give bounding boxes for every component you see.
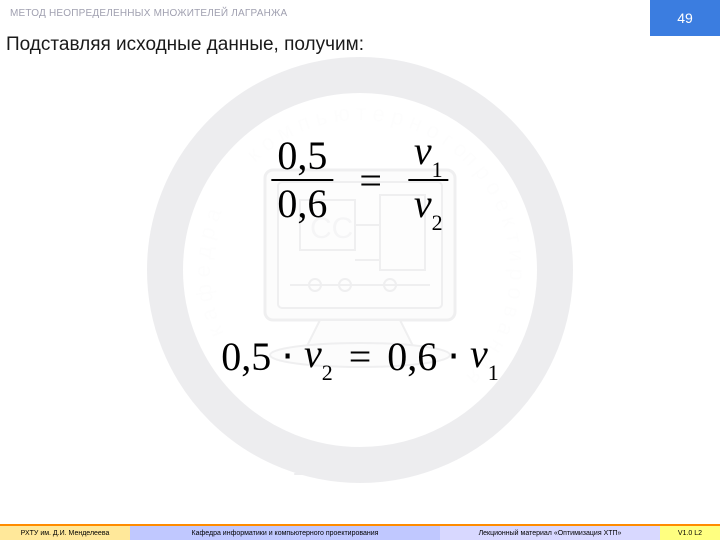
variable: v2: [304, 330, 333, 382]
coef: 0,5: [221, 333, 271, 380]
page-number-badge: 49: [650, 0, 720, 36]
mult-dot: ⋅: [277, 333, 298, 380]
equation-1: 0,5 0,6 = v1 v2: [271, 130, 448, 230]
variable: v1: [470, 330, 499, 382]
footer-segment-version: V1.0 L2: [660, 526, 720, 540]
mult-dot: ⋅: [443, 333, 464, 380]
coef: 0,6: [387, 333, 437, 380]
fraction-right: v1 v2: [408, 130, 449, 230]
svg-text:кафедра: кафедра: [190, 199, 229, 342]
denominator: v2: [408, 179, 449, 230]
equals-sign: =: [343, 157, 398, 204]
equation-2: 0,5 ⋅ v2 = 0,6 ⋅ v1: [221, 330, 499, 382]
watermark-logo: компьютерного проектирования кафедра 1 9…: [135, 45, 585, 495]
subtitle-text: Подставляя исходные данные, получим:: [6, 34, 364, 56]
footer-bar: РХТУ им. Д.И. Менделеева Кафедра информа…: [0, 524, 720, 540]
footer-segment-department: Кафедра информатики и компьютерного прое…: [130, 526, 440, 540]
fraction-left: 0,5 0,6: [271, 135, 333, 225]
header-title: МЕТОД НЕОПРЕДЕЛЕННЫХ МНОЖИТЕЛЕЙ ЛАГРАНЖА: [10, 8, 287, 19]
slide: компьютерного проектирования кафедра 1 9…: [0, 0, 720, 540]
svg-text:1 9 7 5: 1 9 7 5: [292, 451, 428, 481]
denominator: 0,6: [271, 179, 333, 225]
footer-segment-lecture: Лекционный материал «Оптимизация ХТП»: [440, 526, 660, 540]
footer-segment-university: РХТУ им. Д.И. Менделеева: [0, 526, 130, 540]
numerator: v1: [408, 130, 449, 179]
numerator: 0,5: [271, 135, 333, 179]
equals-sign: =: [339, 333, 382, 380]
